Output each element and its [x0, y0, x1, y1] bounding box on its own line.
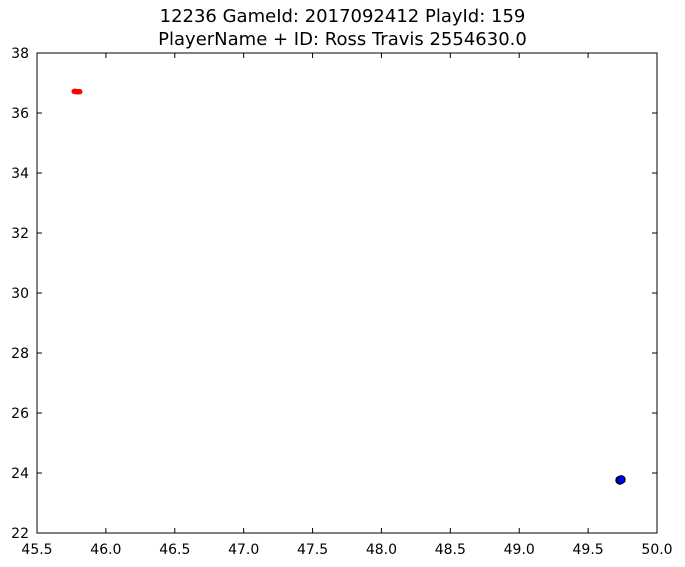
x-tick-label: 49.0: [504, 542, 535, 558]
x-tick-label: 45.5: [21, 542, 52, 558]
chart-title-line-1: 12236 GameId: 2017092412 PlayId: 159: [159, 6, 526, 27]
x-tick-label: 49.5: [573, 542, 604, 558]
x-tick-label: 50.0: [641, 542, 672, 558]
y-tick-label: 32: [11, 226, 29, 242]
y-tick-label: 30: [11, 286, 29, 302]
y-tick-label: 34: [11, 166, 29, 182]
y-tick-label: 28: [11, 346, 29, 362]
y-tick-label: 22: [11, 526, 29, 542]
series-0: [71, 88, 83, 95]
x-tick-label: 48.5: [435, 542, 466, 558]
x-tick-label: 48.0: [366, 542, 397, 558]
data-point: [616, 475, 626, 485]
x-tick-label: 47.0: [228, 542, 259, 558]
y-tick-label: 36: [11, 106, 29, 122]
y-tick-label: 24: [11, 466, 29, 482]
data-point: [76, 88, 83, 95]
x-tick-label: 46.5: [159, 542, 190, 558]
ticks-layer: 45.5 46.0 46.5 47.0 47.5 48.0 48.5 49.0 49.5 50.0…: [11, 46, 672, 558]
series-1: [615, 475, 626, 485]
x-tick-label: 47.5: [297, 542, 328, 558]
plot-area-frame: [36, 52, 658, 534]
x-tick-label: 46.0: [90, 542, 121, 558]
y-tick-label: 26: [11, 406, 29, 422]
y-tick-label: 38: [11, 46, 29, 62]
points-layer: [71, 88, 626, 485]
chart-title-line-2: PlayerName + ID: Ross Travis 2554630.0: [158, 29, 527, 50]
